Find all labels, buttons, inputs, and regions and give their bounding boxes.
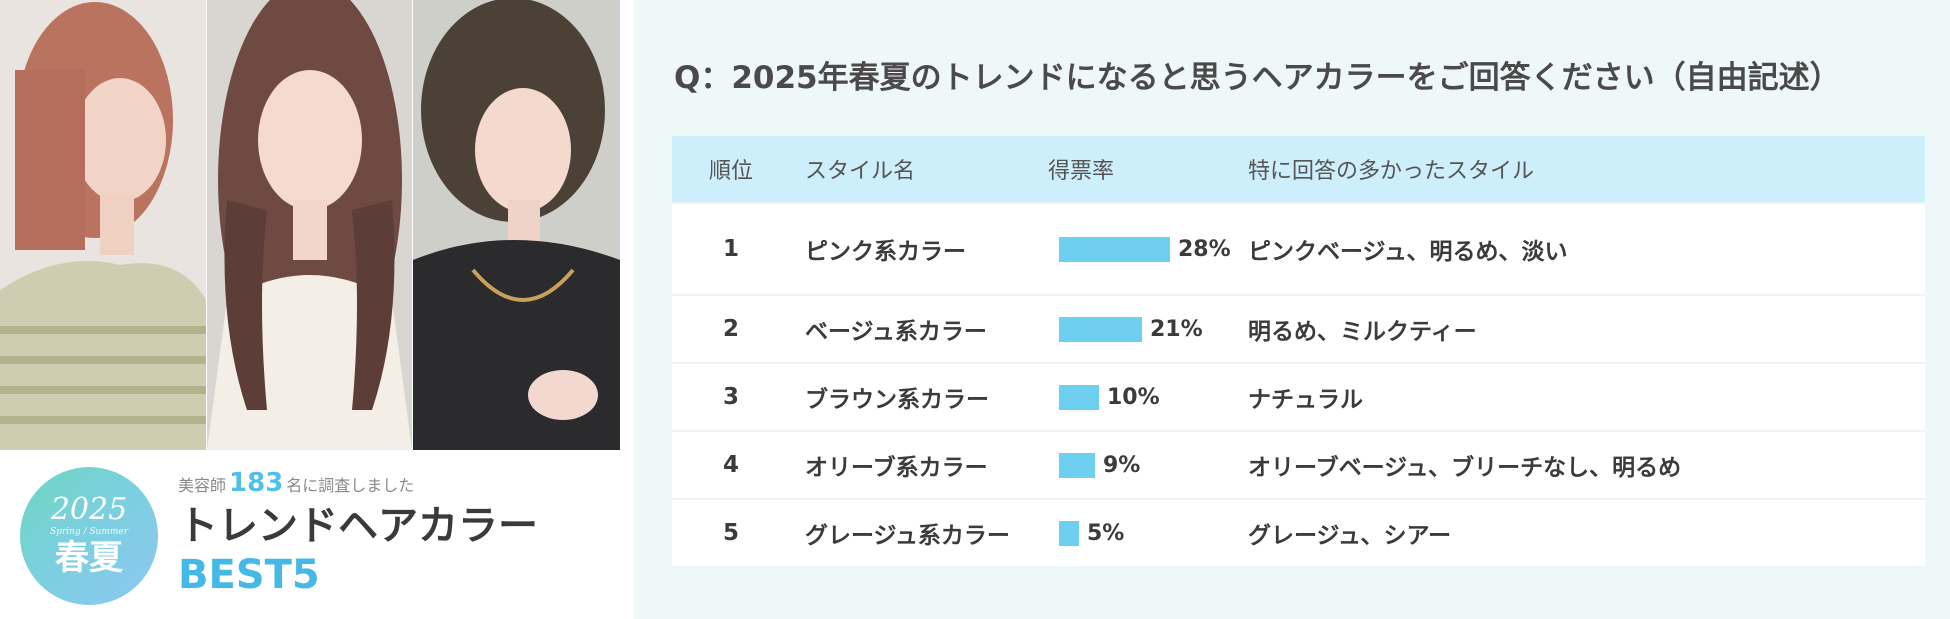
style-cell: ピンク系カラー — [790, 202, 1048, 295]
survey-line: 美容師 183 名に調査しました — [178, 470, 608, 499]
rate-label: 5% — [1087, 520, 1125, 546]
table-row: 1 ピンク系カラー 28% ピンクベージュ、明るめ、淡い — [672, 202, 1925, 295]
header-style: スタイル名 — [790, 136, 1048, 203]
rank-cell: 5 — [672, 498, 790, 566]
rate-cell: 9% — [1048, 430, 1248, 499]
badge-season: 春夏 — [55, 538, 123, 578]
survey-count: 183 — [229, 468, 284, 498]
table-header-row: 順位 スタイル名 得票率 特に回答の多かったスタイル — [672, 136, 1925, 203]
style-cell: グレージュ系カラー — [790, 498, 1048, 566]
header-detail: 特に回答の多かったスタイル — [1248, 136, 1925, 203]
best-label: BEST5 — [178, 552, 320, 598]
table-row: 4 オリーブ系カラー 9% オリーブベージュ、ブリーチなし、明るめ — [672, 430, 1925, 499]
model-photo-long-brown — [207, 0, 412, 450]
style-cell: ブラウン系カラー — [790, 362, 1048, 431]
detail-cell: 明るめ、ミルクティー — [1248, 294, 1925, 363]
survey-prefix: 美容師 — [178, 476, 227, 495]
table-row: 5 グレージュ系カラー 5% グレージュ、シアー — [672, 498, 1925, 566]
rank-cell: 4 — [672, 430, 790, 499]
header-rate: 得票率 — [1048, 136, 1248, 203]
table-row: 3 ブラウン系カラー 10% ナチュラル — [672, 362, 1925, 431]
rate-bar — [1059, 384, 1099, 410]
survey-suffix: 名に調査しました — [286, 476, 415, 495]
rate-cell: 28% — [1048, 202, 1248, 295]
badge-year: 2025 — [50, 492, 128, 527]
detail-cell: グレージュ、シアー — [1248, 498, 1925, 566]
header-rank: 順位 — [672, 136, 790, 203]
detail-cell: ナチュラル — [1248, 362, 1925, 431]
rank-cell: 1 — [672, 202, 790, 295]
rate-label: 9% — [1103, 452, 1141, 478]
rate-label: 21% — [1150, 316, 1203, 342]
rate-bar — [1059, 236, 1170, 262]
model-photo-short-bob — [413, 0, 620, 450]
page-title: トレンドヘアカラー — [178, 503, 538, 549]
promo-panel: 2025 Spring / Summer 春夏 美容師 183 名に調査しました ト… — [0, 0, 620, 619]
rate-cell: 21% — [1048, 294, 1248, 363]
survey-caption: 美容師 183 名に調査しました トレンドヘアカラー BEST5 — [178, 470, 608, 599]
table-row: 2 ベージュ系カラー 21% 明るめ、ミルクティー — [672, 294, 1925, 363]
season-badge: 2025 Spring / Summer 春夏 — [20, 467, 158, 605]
rate-label: 28% — [1178, 236, 1231, 262]
rate-bar — [1059, 316, 1142, 342]
rank-cell: 2 — [672, 294, 790, 363]
question-text: Q：2025年春夏のトレンドになると思うヘアカラーをご回答ください（自由記述） — [674, 60, 1841, 96]
rate-cell: 10% — [1048, 362, 1248, 431]
rate-label: 10% — [1107, 384, 1160, 410]
detail-cell: ピンクベージュ、明るめ、淡い — [1248, 202, 1925, 295]
rank-cell: 3 — [672, 362, 790, 431]
badge-subtitle: Spring / Summer — [49, 527, 129, 537]
ranking-panel: Q：2025年春夏のトレンドになると思うヘアカラーをご回答ください（自由記述） … — [634, 0, 1950, 619]
rate-bar — [1059, 520, 1079, 546]
rate-bar — [1059, 452, 1095, 478]
detail-cell: オリーブベージュ、ブリーチなし、明るめ — [1248, 430, 1925, 499]
ranking-table: 順位 スタイル名 得票率 特に回答の多かったスタイル 1 ピンク系カラー 28%… — [672, 136, 1925, 566]
style-cell: ベージュ系カラー — [790, 294, 1048, 363]
model-photo-pink-bob — [0, 0, 206, 450]
style-cell: オリーブ系カラー — [790, 430, 1048, 499]
rate-cell: 5% — [1048, 498, 1248, 566]
